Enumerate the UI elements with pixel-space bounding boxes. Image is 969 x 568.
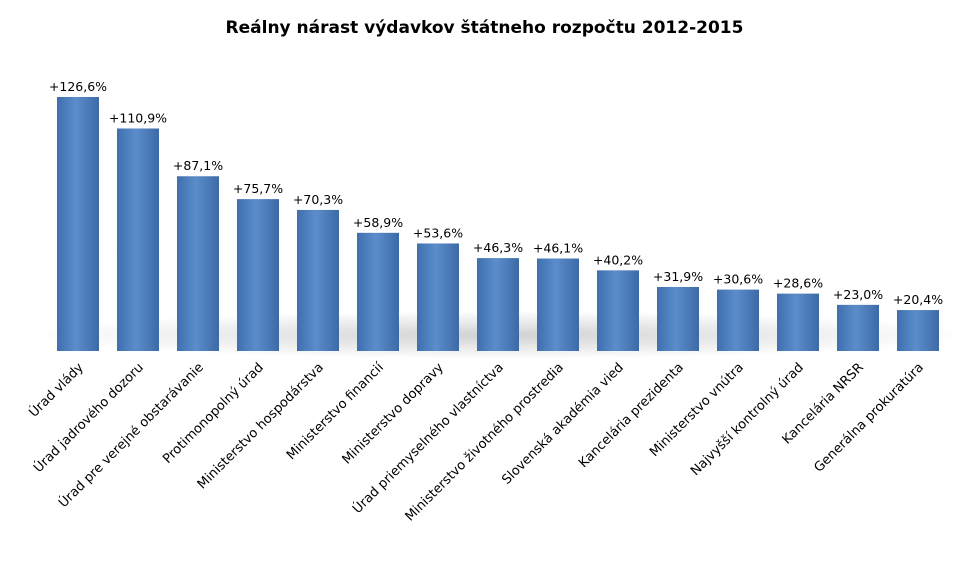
bar — [717, 289, 759, 351]
category-label: Generálna prokuratúra — [811, 360, 926, 475]
bar — [477, 258, 519, 351]
data-label: +53,6% — [413, 225, 463, 240]
data-label: +40,2% — [593, 252, 643, 267]
bar — [897, 310, 939, 351]
bar — [657, 286, 699, 351]
data-label: +46,1% — [533, 241, 583, 256]
chart-title: Reálny nárast výdavkov štátneho rozpočtu… — [225, 18, 744, 38]
bar — [357, 232, 399, 351]
category-label: Ministerstvo financií — [284, 360, 387, 463]
bar — [177, 176, 219, 351]
category-label: Úrad vlády — [26, 359, 87, 420]
data-label: +87,1% — [173, 158, 223, 173]
bar — [417, 243, 459, 351]
data-label: +20,4% — [893, 292, 943, 307]
data-label: +46,3% — [473, 240, 523, 255]
data-label: +30,6% — [713, 272, 763, 287]
bar — [537, 258, 579, 351]
data-label: +126,6% — [49, 79, 107, 94]
bar — [837, 304, 879, 351]
data-label: +110,9% — [109, 110, 167, 125]
category-label: Slovenská akadémia vied — [499, 360, 627, 488]
data-label: +75,7% — [233, 181, 283, 196]
data-label: +23,0% — [833, 287, 883, 302]
bar — [117, 128, 159, 351]
category-label: Protimonopolný úrad — [160, 360, 267, 467]
bar — [297, 209, 339, 351]
data-label: +70,3% — [293, 192, 343, 207]
data-label: +28,6% — [773, 276, 823, 291]
bar — [597, 270, 639, 351]
category-label: Najvyšší kontrolný úrad — [688, 360, 807, 479]
bar — [237, 199, 279, 351]
category-label: Kancelária prezidenta — [576, 360, 687, 471]
bar — [57, 97, 99, 351]
category-label: Úrad jadrového dozoru — [30, 360, 146, 476]
category-label: Ministerstvo hospodárstva — [195, 360, 327, 492]
bar — [777, 293, 819, 351]
data-label: +58,9% — [353, 215, 403, 230]
category-label: Ministerstvo dopravy — [340, 360, 447, 467]
data-label: +31,9% — [653, 269, 703, 284]
